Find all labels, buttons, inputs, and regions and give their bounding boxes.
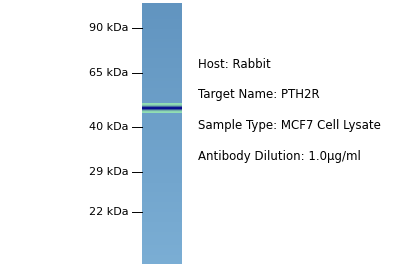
- Text: Target Name: PTH2R: Target Name: PTH2R: [198, 88, 320, 101]
- Text: 65 kDa: 65 kDa: [90, 68, 129, 78]
- Bar: [142, 199, 182, 202]
- Text: Sample Type: MCF7 Cell Lysate: Sample Type: MCF7 Cell Lysate: [198, 119, 381, 132]
- Bar: [142, 13, 182, 16]
- Bar: [142, 124, 182, 127]
- Bar: [142, 117, 182, 120]
- Bar: [142, 231, 182, 235]
- Bar: [142, 241, 182, 245]
- Bar: [142, 173, 182, 176]
- Bar: [142, 26, 182, 29]
- Bar: [142, 58, 182, 62]
- Bar: [142, 176, 182, 179]
- Bar: [142, 186, 182, 189]
- Bar: [142, 52, 182, 55]
- Bar: [142, 114, 182, 117]
- Bar: [142, 78, 182, 81]
- Bar: [142, 251, 182, 254]
- Bar: [142, 97, 182, 101]
- Bar: [142, 156, 182, 160]
- Bar: [142, 42, 182, 45]
- Bar: [142, 183, 182, 186]
- Text: 40 kDa: 40 kDa: [89, 122, 129, 132]
- Bar: [142, 147, 182, 150]
- Bar: [142, 111, 182, 114]
- Bar: [142, 202, 182, 206]
- Bar: [142, 248, 182, 251]
- Bar: [142, 245, 182, 248]
- Bar: [142, 228, 182, 231]
- Bar: [142, 166, 182, 170]
- Bar: [142, 143, 182, 147]
- Bar: [142, 62, 182, 65]
- Bar: [142, 91, 182, 94]
- Text: 29 kDa: 29 kDa: [89, 167, 129, 177]
- Bar: [142, 81, 182, 84]
- Bar: [142, 130, 182, 134]
- Bar: [142, 55, 182, 58]
- Bar: [142, 107, 182, 111]
- Bar: [142, 218, 182, 222]
- Bar: [142, 101, 182, 104]
- Text: 90 kDa: 90 kDa: [89, 23, 129, 33]
- Bar: [142, 84, 182, 88]
- Bar: [142, 238, 182, 241]
- Bar: [142, 49, 182, 52]
- Bar: [142, 160, 182, 163]
- Bar: [142, 94, 182, 97]
- Bar: [142, 163, 182, 166]
- Text: Host: Rabbit: Host: Rabbit: [198, 58, 271, 70]
- Bar: [142, 71, 182, 74]
- Bar: [142, 215, 182, 218]
- Bar: [142, 261, 182, 264]
- Bar: [142, 65, 182, 68]
- Bar: [142, 170, 182, 173]
- Bar: [142, 19, 182, 22]
- Bar: [142, 235, 182, 238]
- Bar: [142, 9, 182, 13]
- Bar: [142, 29, 182, 32]
- Bar: [142, 209, 182, 212]
- Bar: [142, 3, 182, 6]
- Bar: [142, 254, 182, 258]
- Bar: [142, 192, 182, 196]
- Bar: [142, 153, 182, 156]
- Text: Antibody Dilution: 1.0µg/ml: Antibody Dilution: 1.0µg/ml: [198, 150, 361, 163]
- Bar: [142, 137, 182, 140]
- Bar: [142, 16, 182, 19]
- Bar: [142, 120, 182, 124]
- Bar: [142, 74, 182, 78]
- Bar: [142, 140, 182, 143]
- Bar: [142, 212, 182, 215]
- Bar: [142, 150, 182, 153]
- Bar: [142, 127, 182, 130]
- Bar: [142, 68, 182, 71]
- Bar: [142, 22, 182, 26]
- Bar: [142, 179, 182, 183]
- Bar: [142, 206, 182, 209]
- Bar: [142, 45, 182, 49]
- Bar: [142, 88, 182, 91]
- Bar: [142, 258, 182, 261]
- Bar: [142, 32, 182, 36]
- Bar: [142, 104, 182, 107]
- Bar: [142, 222, 182, 225]
- Bar: [142, 39, 182, 42]
- Bar: [142, 134, 182, 137]
- Bar: [142, 189, 182, 192]
- Bar: [142, 196, 182, 199]
- Bar: [142, 6, 182, 9]
- Text: 22 kDa: 22 kDa: [89, 207, 129, 217]
- Bar: [142, 225, 182, 228]
- Bar: [142, 35, 182, 39]
